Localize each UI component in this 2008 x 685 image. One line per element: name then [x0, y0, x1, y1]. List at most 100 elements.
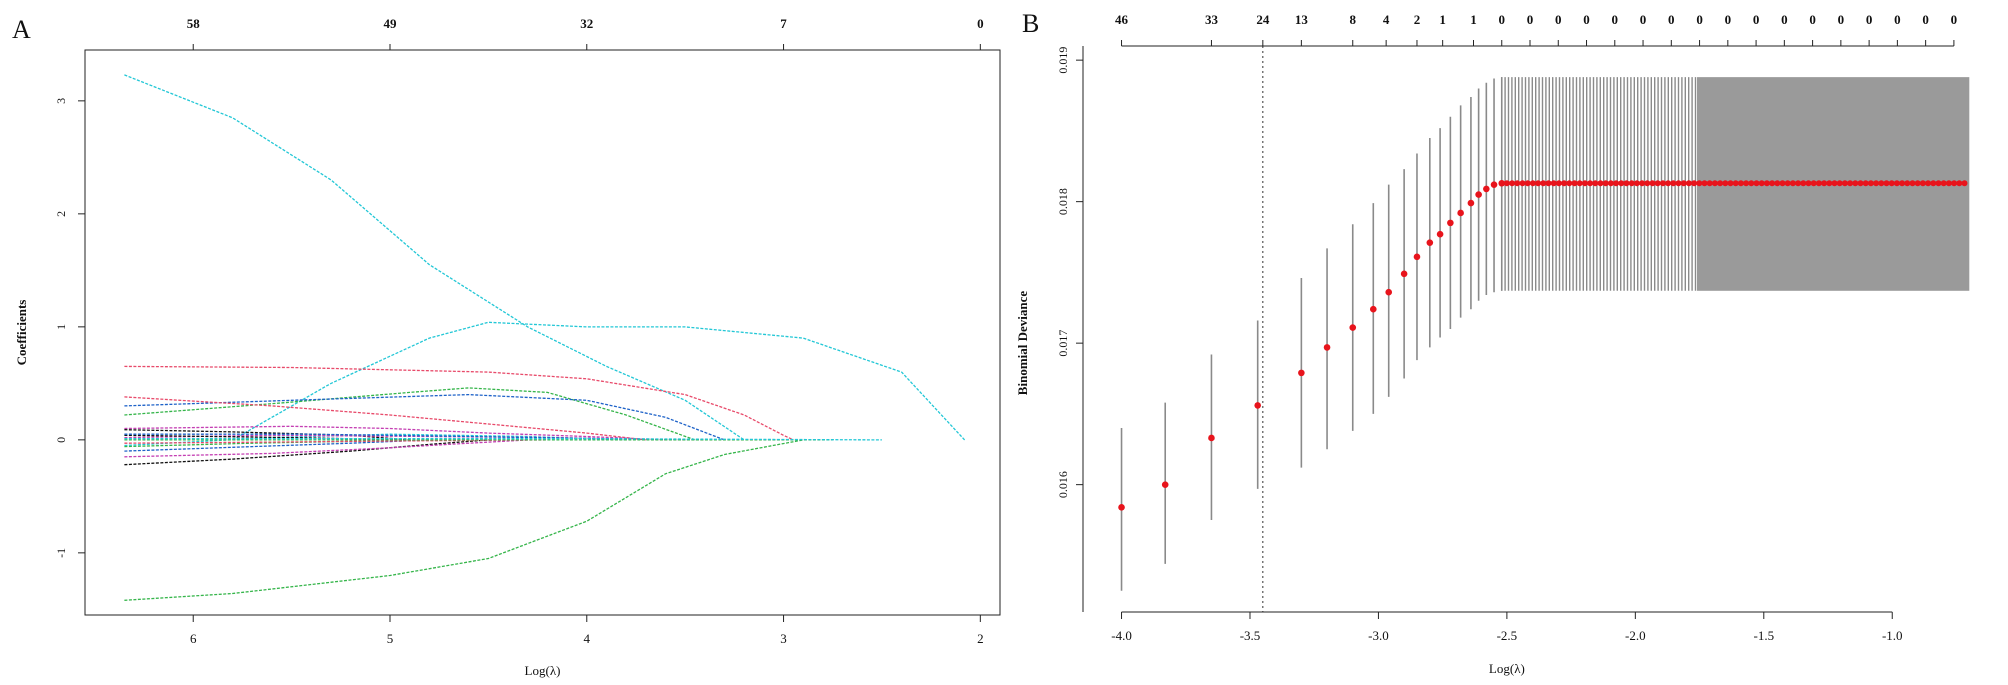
deviance-point [1649, 180, 1656, 187]
x-tick-label: -2.5 [1497, 628, 1518, 643]
y-tick-label: 0.019 [1056, 47, 1070, 74]
deviance-point [1831, 180, 1838, 187]
deviance-point [1956, 180, 1963, 187]
panel-a-letter: A [12, 15, 31, 44]
deviance-point [1581, 180, 1588, 187]
deviance-point [1540, 180, 1547, 187]
deviance-point [1436, 230, 1444, 238]
x-axis-bottom: 6 5 4 3 2 [190, 615, 984, 646]
top-tick-label: 0 [1498, 12, 1505, 27]
y-axis-label: Coefficients [14, 300, 29, 366]
x-tick-label: -3.5 [1240, 628, 1261, 643]
coefficient-line [124, 439, 804, 601]
y-tick-label: 0.017 [1056, 330, 1070, 357]
top-tick-label: 58 [187, 16, 201, 31]
deviance-point [1951, 180, 1958, 187]
deviance-point [1748, 180, 1755, 187]
y-tick-label: 3 [54, 98, 68, 104]
top-tick-label: 0 [1696, 12, 1703, 27]
deviance-point [1447, 219, 1454, 227]
deviance-point [1857, 180, 1864, 187]
deviance-point [1930, 180, 1937, 187]
plot-frame [84, 49, 1001, 616]
deviance-point [1675, 180, 1682, 187]
coefficient-line [124, 393, 725, 441]
deviance-point [1904, 180, 1911, 187]
x-axis-top: 46 33 24 13 8 4 2 1 1 0 0 0 0 0 0 0 0 0 0 0 0 0 0 0 0 0 [1115, 12, 1957, 47]
x-tick-label: 2 [977, 631, 984, 646]
top-tick-label: 0 [1894, 12, 1901, 27]
x-axis-top: 58 49 32 7 0 [187, 16, 984, 50]
deviance-point [1597, 180, 1604, 187]
deviance-point [1587, 180, 1594, 187]
deviance-point [1349, 324, 1357, 331]
top-tick-label: 0 [1866, 12, 1873, 27]
top-tick-label: 0 [1527, 12, 1534, 27]
x-tick-label: 3 [780, 631, 787, 646]
deviance-point [1602, 180, 1609, 187]
top-tick-label: 24 [1256, 12, 1270, 27]
deviance-point [1498, 179, 1506, 187]
top-tick-label: 8 [1349, 12, 1356, 27]
deviance-point [1784, 180, 1791, 187]
top-tick-label: 2 [1414, 12, 1421, 27]
deviance-point [1961, 180, 1968, 187]
y-tick-label: 0.016 [1056, 471, 1070, 498]
deviance-point [1618, 180, 1625, 187]
deviance-point [1118, 503, 1125, 511]
deviance-point [1426, 239, 1434, 246]
deviance-point [1161, 481, 1169, 488]
deviance-point [1323, 344, 1331, 351]
deviance-point [1467, 199, 1475, 207]
top-tick-label: 0 [1640, 12, 1647, 27]
deviance-point [1680, 180, 1687, 187]
deviance-point [1566, 180, 1573, 187]
deviance-point [1550, 180, 1557, 187]
deviance-point [1670, 180, 1677, 187]
deviance-point [1639, 180, 1646, 187]
top-tick-label: 0 [1838, 12, 1845, 27]
y-tick-label: 0.018 [1056, 188, 1070, 215]
deviance-point [1561, 180, 1568, 187]
deviance-point [1524, 180, 1531, 187]
deviance-point [1701, 180, 1708, 187]
deviance-point [1789, 180, 1796, 187]
deviance-point [1400, 270, 1408, 278]
deviance-point [1457, 209, 1464, 217]
y-tick-label: 2 [54, 211, 68, 217]
deviance-point [1607, 180, 1614, 187]
coefficient-line [124, 365, 794, 441]
deviance-point [1878, 180, 1885, 187]
deviance-point [1945, 180, 1952, 187]
y-axis: 0.016 0.017 0.018 0.019 [1056, 46, 1084, 612]
x-axis-bottom: -4.0 -3.5 -3.0 -2.5 -2.0 -1.5 -1.0 [1111, 611, 1903, 643]
top-tick-label: 4 [1383, 12, 1390, 27]
deviance-points [1118, 179, 1968, 511]
deviance-point [1888, 180, 1895, 187]
top-tick-label: 46 [1115, 12, 1129, 27]
deviance-point [1852, 180, 1859, 187]
top-tick-label: 0 [1612, 12, 1619, 27]
top-tick-label: 1 [1439, 12, 1446, 27]
deviance-point [1503, 180, 1510, 187]
deviance-point [1571, 180, 1578, 187]
deviance-point [1919, 180, 1926, 187]
deviance-point [1909, 180, 1916, 187]
deviance-point [1758, 180, 1765, 187]
deviance-point [1298, 369, 1305, 377]
x-axis-label: Log(λ) [525, 663, 561, 678]
deviance-point [1592, 180, 1599, 187]
deviance-point [1935, 180, 1942, 187]
top-tick-label: 0 [977, 16, 984, 31]
deviance-point [1940, 180, 1947, 187]
deviance-point [1696, 180, 1703, 187]
top-tick-label: 0 [1809, 12, 1816, 27]
deviance-point [1893, 180, 1900, 187]
deviance-point [1753, 180, 1760, 187]
deviance-point [1717, 180, 1724, 187]
top-tick-label: 0 [1668, 12, 1675, 27]
top-tick-label: 0 [1753, 12, 1760, 27]
deviance-point [1711, 180, 1718, 187]
